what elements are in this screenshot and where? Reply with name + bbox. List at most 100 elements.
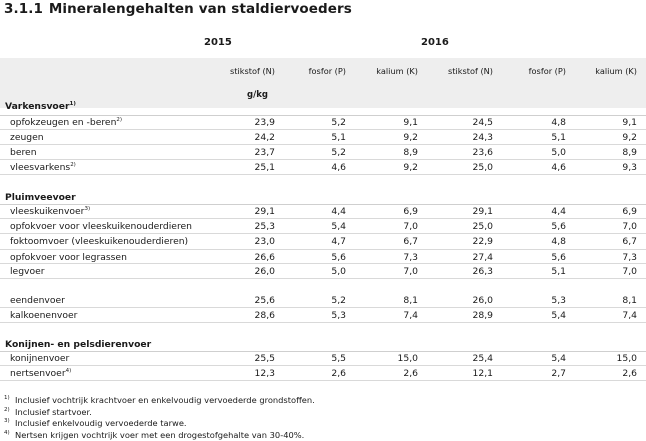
row-divider <box>0 380 646 381</box>
table-cell: 5,5 <box>286 353 346 364</box>
table-cell: 25,0 <box>433 221 493 232</box>
year-2016-header: 2016 <box>421 37 449 48</box>
table-cell: 4,8 <box>506 117 566 128</box>
footnote-text: Inclusief vochtrijk krachtvoer en enkelv… <box>15 395 315 405</box>
row-label: nertsenvoer4) <box>10 368 71 379</box>
row-divider <box>0 159 646 160</box>
row-label-text: vleeskuikenvoer <box>10 206 84 217</box>
row-divider <box>0 351 646 352</box>
row-label-text: legvoer <box>10 266 45 277</box>
table-cell: 5,6 <box>506 252 566 263</box>
table-cell: 8,9 <box>358 147 418 158</box>
table-cell: 4,7 <box>286 236 346 247</box>
row-label-text: kalkoenenvoer <box>10 310 77 321</box>
table-cell: 9,2 <box>358 162 418 173</box>
table-cell: 5,0 <box>506 147 566 158</box>
year-2015-header: 2015 <box>204 37 232 48</box>
row-label: vleeskuikenvoer3) <box>10 206 90 217</box>
table-cell: 9,3 <box>577 162 637 173</box>
footnote-text: Inclusief enkelvoudig vervoederde tarwe. <box>15 418 187 428</box>
table-cell: 27,4 <box>433 252 493 263</box>
column-header: kalium (K) <box>547 66 637 76</box>
table-cell: 23,7 <box>215 147 275 158</box>
footnote: 4)Nertsen krijgen vochtrijk voer met een… <box>4 430 315 441</box>
row-label-text: Konijnen- en pelsdierenvoer <box>5 339 151 350</box>
table-cell: 26,6 <box>215 252 275 263</box>
row-label: konijnenvoer <box>10 353 69 364</box>
table-cell: 25,5 <box>215 353 275 364</box>
table-cell: 24,3 <box>433 132 493 143</box>
table-cell: 12,3 <box>215 368 275 379</box>
row-label-text: opfokvoer voor legrassen <box>10 252 127 263</box>
section-label: Varkensvoer1) <box>5 101 76 112</box>
row-label-text: vleesvarkens <box>10 162 70 173</box>
row-divider <box>0 129 646 130</box>
row-label: eendenvoer <box>10 295 65 306</box>
table-cell: 25,3 <box>215 221 275 232</box>
table-number: 3.1.1 <box>4 1 44 17</box>
footnote: 3)Inclusief enkelvoudig vervoederde tarw… <box>4 418 315 430</box>
table-cell: 26,3 <box>433 266 493 277</box>
table-cell: 5,1 <box>506 266 566 277</box>
footnotes: 1)Inclusief vochtrijk krachtvoer en enke… <box>4 395 315 441</box>
table-cell: 9,2 <box>577 132 637 143</box>
row-divider <box>0 322 646 323</box>
row-label-text: opfokvoer voor vleeskuikenouderdieren <box>10 221 192 232</box>
table-cell: 2,6 <box>577 368 637 379</box>
row-label-text: konijnenvoer <box>10 353 69 364</box>
table-cell: 5,4 <box>506 310 566 321</box>
table-cell: 8,1 <box>577 295 637 306</box>
table-cell: 29,1 <box>433 206 493 217</box>
row-label-text: zeugen <box>10 132 44 143</box>
footnote-mark: 4) <box>4 430 15 436</box>
table-cell: 29,1 <box>215 206 275 217</box>
table-cell: 5,6 <box>286 252 346 263</box>
section-label: Konijnen- en pelsdierenvoer <box>5 339 151 350</box>
table-row: opfokvoer voor legrassen 26,6 5,6 7,3 27,4 5,… <box>0 252 646 267</box>
table-cell: 25,1 <box>215 162 275 173</box>
table-cell: 12,1 <box>433 368 493 379</box>
table-cell: 23,6 <box>433 147 493 158</box>
table-cell: 4,4 <box>286 206 346 217</box>
section-label: Pluimveevoer <box>5 192 76 203</box>
table-cell: 4,8 <box>506 236 566 247</box>
table-cell: 22,9 <box>433 236 493 247</box>
table-cell: 7,3 <box>577 252 637 263</box>
row-divider <box>0 365 646 366</box>
row-label-text: eendenvoer <box>10 295 65 306</box>
row-label-text: nertsenvoer <box>10 368 66 379</box>
table-cell: 7,0 <box>577 266 637 277</box>
table-cell: 23,0 <box>215 236 275 247</box>
row-label: vleesvarkens2) <box>10 162 76 173</box>
footnote-text: Inclusief startvoer. <box>15 407 92 417</box>
table-cell: 5,0 <box>286 266 346 277</box>
footnote-ref: 3) <box>84 206 90 212</box>
table-cell: 24,5 <box>433 117 493 128</box>
section-heading-row: Varkensvoer1) <box>0 101 646 116</box>
footnote: 1)Inclusief vochtrijk krachtvoer en enke… <box>4 395 315 407</box>
row-label-text: opfokzeugen en -beren <box>10 117 116 128</box>
table-cell: 6,7 <box>577 236 637 247</box>
table-cell: 9,1 <box>358 117 418 128</box>
table-cell: 9,2 <box>358 132 418 143</box>
table-cell: 5,3 <box>286 310 346 321</box>
row-label: opfokvoer voor legrassen <box>10 252 127 263</box>
table-cell: 26,0 <box>433 295 493 306</box>
table-cell: 25,6 <box>215 295 275 306</box>
row-divider <box>0 204 646 205</box>
table-cell: 5,6 <box>506 221 566 232</box>
table-cell: 4,6 <box>506 162 566 173</box>
table-cell: 5,1 <box>506 132 566 143</box>
table-cell: 8,9 <box>577 147 637 158</box>
row-label: foktoomvoer (vleeskuikenouderdieren) <box>10 236 188 247</box>
row-label-text: Varkensvoer <box>5 101 70 112</box>
row-divider <box>0 174 646 175</box>
row-label: opfokzeugen en -beren2) <box>10 117 122 128</box>
table-cell: 6,7 <box>358 236 418 247</box>
table-cell: 15,0 <box>358 353 418 364</box>
table-cell: 5,2 <box>286 147 346 158</box>
table-cell: 23,9 <box>215 117 275 128</box>
table-cell: 5,1 <box>286 132 346 143</box>
table-cell: 2,6 <box>286 368 346 379</box>
footnote-ref: 1) <box>70 101 76 107</box>
